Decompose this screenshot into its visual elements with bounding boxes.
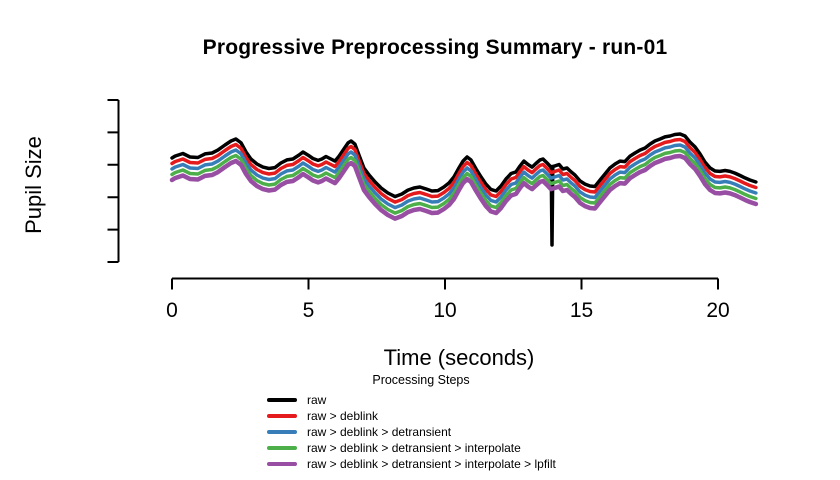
series-line-5	[169, 153, 759, 221]
legend-item: raw > deblink > detransient > interpolat…	[265, 456, 577, 472]
series-line-2	[170, 137, 758, 204]
legend-item: raw > deblink > detransient > interpolat…	[265, 440, 577, 456]
legend-line-swatch	[267, 462, 297, 466]
legend: Processing Steps raw raw > deblink raw > d…	[265, 373, 577, 472]
legend-label: raw > deblink > detransient	[307, 425, 452, 439]
legend-item: raw > deblink	[265, 408, 577, 424]
x-tick-label: 5	[303, 299, 315, 322]
chart-title: Progressive Preprocessing Summary - run-…	[202, 36, 668, 59]
series-line-4	[170, 148, 758, 215]
x-tick-label: 15	[570, 299, 593, 322]
y-axis	[107, 99, 120, 263]
legend-item: raw > deblink > detransient	[265, 424, 577, 440]
x-tick-label: 10	[433, 299, 456, 322]
legend-title: Processing Steps	[372, 373, 470, 387]
x-axis	[171, 277, 719, 290]
series-line-3	[170, 143, 758, 210]
legend-label: raw > deblink > detransient > interpolat…	[307, 457, 556, 471]
x-tick-label: 20	[706, 299, 729, 322]
legend-label: raw > deblink > detransient > interpolat…	[307, 441, 521, 455]
legend-line-swatch	[267, 398, 297, 402]
legend-line-swatch	[267, 414, 297, 418]
legend-line-swatch	[267, 446, 297, 450]
legend-label: raw > deblink	[307, 409, 379, 423]
legend-item: raw	[265, 392, 577, 408]
x-axis-label: Time (seconds)	[383, 345, 535, 370]
legend-items: raw raw > deblink raw > deblink > detransi…	[265, 392, 577, 472]
legend-label: raw	[307, 393, 327, 407]
series-line-1	[170, 132, 758, 247]
legend-line-swatch	[267, 430, 297, 434]
x-tick-label: 0	[166, 299, 178, 322]
